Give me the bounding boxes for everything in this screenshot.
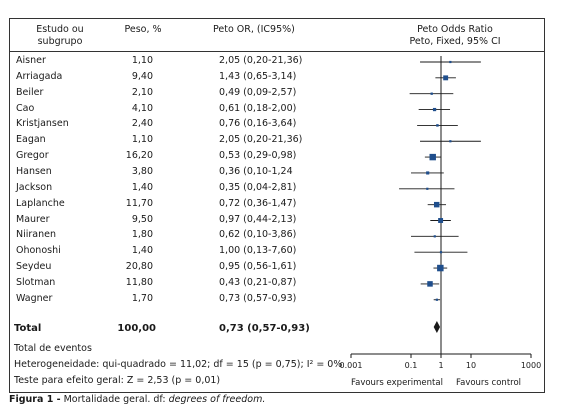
study-weight: 9,40 <box>131 70 153 82</box>
study-marker <box>429 153 436 161</box>
study-weight: 2,10 <box>131 86 153 98</box>
study-name: Seydeu <box>16 261 52 273</box>
total-label: Total <box>14 323 42 334</box>
study-marker <box>449 60 452 64</box>
header-weight: Peso, % <box>124 24 162 35</box>
header-study-line1: Estudo ou <box>36 24 84 35</box>
study-name: Aisner <box>16 55 46 66</box>
study-weight: 11,70 <box>125 197 153 209</box>
study-marker <box>426 187 429 190</box>
study-ci: 2,05 (0,20-21,36) <box>219 55 303 66</box>
study-ci: 0,36 (0,10-1,24 <box>219 165 293 177</box>
study-marker <box>430 92 433 95</box>
study-marker <box>427 281 433 287</box>
study-weight: 1,10 <box>131 134 153 146</box>
study-ci: 0,62 (0,10-3,86) <box>219 229 297 241</box>
total-ci: 0,73 (0,57-0,93) <box>219 323 310 334</box>
caption-text: Mortalidade geral. df: <box>63 394 166 405</box>
study-weight: 2,40 <box>131 118 153 130</box>
table-frame <box>9 18 545 393</box>
study-name: Laplanche <box>16 197 65 209</box>
x-tick-label: 1 <box>438 361 443 370</box>
study-ci: 1,43 (0,65-3,14) <box>219 70 297 82</box>
study-name: Beiler <box>16 86 44 98</box>
study-weight: 1,40 <box>131 245 153 257</box>
study-name: Jackson <box>16 181 53 193</box>
study-ci: 0,72 (0,36-1,47) <box>219 197 297 209</box>
header-rule <box>9 51 545 52</box>
study-ci: 0,49 (0,09-2,57) <box>219 86 297 98</box>
study-name: Gregor <box>16 150 49 162</box>
study-weight: 3,80 <box>131 165 153 177</box>
caption-label: Figura 1 - <box>9 394 61 405</box>
study-ci: 0,97 (0,44-2,13) <box>219 213 297 225</box>
study-marker <box>443 75 449 81</box>
study-weight: 1,40 <box>131 181 153 193</box>
caption-italic: degrees of freedom. <box>168 394 266 405</box>
study-ci: 0,76 (0,16-3,64) <box>219 118 297 130</box>
study-name: Cao <box>16 102 35 114</box>
study-name: Eagan <box>16 134 46 146</box>
study-marker <box>436 124 439 127</box>
study-name: Hansen <box>16 165 52 177</box>
study-name: Maurer <box>16 213 50 225</box>
study-name: Niiranen <box>16 229 56 241</box>
study-marker <box>426 171 430 175</box>
study-name: Wagner <box>16 292 53 304</box>
study-ci: 0,61 (0,18-2,00) <box>219 102 297 114</box>
study-marker <box>435 298 438 301</box>
study-ci: 1,00 (0,13-7,60) <box>219 245 297 257</box>
study-marker <box>433 201 440 208</box>
x-tick-label: 0.001 <box>340 361 363 370</box>
study-weight: 4,10 <box>131 102 153 114</box>
study-ci: 0,43 (0,21-0,87) <box>219 276 297 288</box>
study-marker <box>449 140 452 143</box>
study-weight: 11,80 <box>125 276 153 288</box>
study-marker <box>439 251 443 254</box>
figure-caption: Figura 1 - Mortalidade geral. df: degree… <box>9 394 265 406</box>
study-marker <box>437 264 444 272</box>
study-ci: 0,73 (0,57-0,93) <box>219 292 297 304</box>
favours-control-label: Favours control <box>456 378 521 388</box>
study-ci: 0,53 (0,29-0,98) <box>219 150 297 162</box>
x-tick-label: 0.1 <box>405 361 418 370</box>
study-weight: 20,80 <box>125 261 153 273</box>
study-weight: 1,70 <box>131 292 153 304</box>
x-tick-label: 1000 <box>521 361 541 370</box>
study-weight: 16,20 <box>125 150 153 162</box>
study-name: Ohonoshi <box>16 245 61 257</box>
study-weight: 9,50 <box>131 213 153 225</box>
study-marker <box>432 107 437 112</box>
study-ci: 0,35 (0,04-2,81) <box>219 181 297 193</box>
overall-effect: Teste para efeito geral: Z = 2,53 (p = 0… <box>14 375 221 386</box>
pooled-diamond <box>433 321 441 333</box>
x-tick-label: 10 <box>466 361 476 370</box>
study-marker <box>433 235 436 238</box>
header-plot-line1: Peto Odds Ratio <box>417 24 493 35</box>
study-ci: 0,95 (0,56-1,61) <box>219 261 297 273</box>
study-name: Arriagada <box>16 70 63 82</box>
header-study-line2: subgrupo <box>37 36 83 47</box>
total-weight: 100,00 <box>117 323 156 334</box>
study-weight: 1,10 <box>131 55 153 66</box>
study-ci: 2,05 (0,20-21,36) <box>219 134 303 146</box>
study-weight: 1,80 <box>131 229 153 241</box>
heterogeneity: Heterogeneidade: qui-quadrado = 11,02; d… <box>14 359 343 370</box>
header-plot-line2: Peto, Fixed, 95% CI <box>409 36 501 47</box>
study-name: Kristjansen <box>16 118 69 130</box>
total-events: Total de eventos <box>14 343 92 354</box>
study-name: Slotman <box>16 276 56 288</box>
favours-experimental-label: Favours experimental <box>351 378 443 388</box>
study-marker <box>438 218 444 223</box>
header-peto-or: Peto OR, (IC95%) <box>213 24 295 35</box>
